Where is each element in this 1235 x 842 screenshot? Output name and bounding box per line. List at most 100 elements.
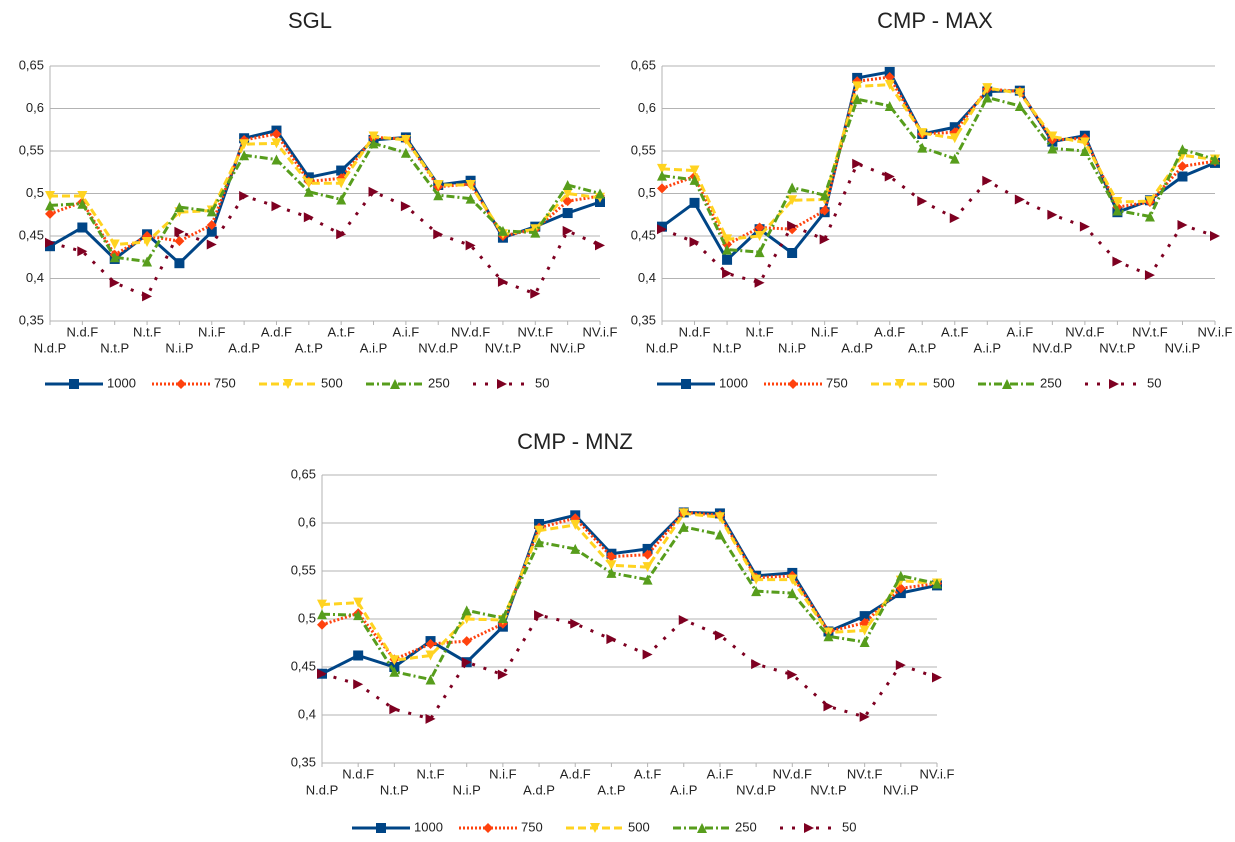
x-tick-label: A.d.P xyxy=(228,340,260,355)
data-point xyxy=(1144,270,1155,281)
data-point xyxy=(606,634,617,645)
data-point xyxy=(754,231,765,241)
data-point xyxy=(754,247,765,258)
data-point xyxy=(77,222,88,233)
data-point xyxy=(657,183,667,194)
data-point xyxy=(714,512,725,523)
x-tick-label: N.i.P xyxy=(165,340,193,355)
data-point xyxy=(570,519,581,530)
data-point xyxy=(45,191,55,202)
data-point xyxy=(982,92,993,103)
x-tick-label: NV.t.P xyxy=(810,782,846,797)
data-point xyxy=(1014,194,1025,205)
data-point xyxy=(722,268,733,279)
data-point xyxy=(400,201,411,212)
data-point xyxy=(109,252,120,263)
data-point xyxy=(433,180,444,190)
legend-marker xyxy=(497,379,507,389)
y-tick-label: 0,45 xyxy=(291,658,316,673)
chart-title: SGL xyxy=(288,8,332,33)
data-point xyxy=(1144,196,1155,207)
legend-marker xyxy=(376,823,386,833)
data-point xyxy=(932,578,942,589)
legend-label: 50 xyxy=(842,819,856,834)
y-tick-label: 0,45 xyxy=(631,227,656,242)
y-tick-label: 0,55 xyxy=(19,142,44,157)
data-point xyxy=(368,131,379,142)
data-point xyxy=(239,139,250,150)
data-point xyxy=(353,679,364,690)
data-point xyxy=(859,625,870,636)
legend-label: 1000 xyxy=(719,375,748,390)
y-tick-label: 0,4 xyxy=(638,270,656,285)
x-tick-label: N.t.F xyxy=(416,766,444,781)
data-point xyxy=(1047,209,1058,220)
data-point xyxy=(689,174,700,185)
series-line xyxy=(321,525,938,682)
x-tick-label: NV.i.F xyxy=(920,766,955,781)
data-point xyxy=(823,631,834,642)
legend-label: 500 xyxy=(628,819,650,834)
y-tick-label: 0,5 xyxy=(638,185,656,200)
data-point xyxy=(642,562,653,573)
y-tick-label: 0,5 xyxy=(26,185,44,200)
series-line xyxy=(49,132,601,257)
data-point xyxy=(852,94,863,105)
data-point xyxy=(884,66,895,77)
data-point xyxy=(982,83,993,94)
data-point xyxy=(336,165,347,176)
data-point xyxy=(530,227,541,238)
chart-title: CMP - MNZ xyxy=(517,429,633,454)
y-tick-label: 0,55 xyxy=(631,142,656,157)
data-point xyxy=(45,241,55,252)
data-point xyxy=(722,254,733,265)
x-tick-label: NV.i.F xyxy=(1198,324,1233,339)
data-point xyxy=(678,508,689,519)
x-tick-label: NV.d.F xyxy=(451,324,490,339)
data-point xyxy=(949,213,960,224)
data-point xyxy=(657,224,667,235)
data-point xyxy=(562,196,573,207)
data-point xyxy=(461,605,472,616)
legend-marker xyxy=(69,379,79,389)
y-tick-label: 0,4 xyxy=(298,706,316,721)
data-point xyxy=(534,537,545,548)
x-tick-label: NV.t.F xyxy=(517,324,553,339)
data-point xyxy=(45,200,55,211)
data-point xyxy=(336,178,347,189)
y-tick-label: 0,35 xyxy=(631,312,656,327)
data-point xyxy=(895,570,906,581)
data-point xyxy=(819,205,830,216)
x-tick-label: NV.t.F xyxy=(1132,324,1168,339)
legend-label: 250 xyxy=(1040,375,1062,390)
y-tick-label: 0,45 xyxy=(19,227,44,242)
data-point xyxy=(562,208,573,219)
data-point xyxy=(722,244,733,255)
data-point xyxy=(77,246,88,257)
x-tick-label: N.t.F xyxy=(133,324,161,339)
data-point xyxy=(595,188,605,199)
y-tick-label: 0,65 xyxy=(19,57,44,72)
legend-marker xyxy=(390,379,400,389)
x-tick-label: NV.t.P xyxy=(1099,340,1135,355)
y-tick-label: 0,65 xyxy=(291,466,316,481)
data-point xyxy=(497,613,508,624)
x-tick-label: A.t.P xyxy=(295,340,323,355)
x-tick-label: N.d.F xyxy=(66,324,98,339)
legend-marker xyxy=(788,379,798,389)
x-tick-label: N.i.F xyxy=(811,324,839,339)
data-point xyxy=(657,170,667,181)
x-tick-label: A.t.P xyxy=(597,782,625,797)
data-point xyxy=(303,212,314,223)
data-point xyxy=(852,81,863,92)
x-tick-label: NV.t.P xyxy=(485,340,521,355)
x-tick-label: N.t.F xyxy=(746,324,774,339)
data-point xyxy=(1177,161,1188,172)
data-point xyxy=(425,638,436,649)
data-point xyxy=(353,650,364,661)
x-tick-label: NV.i.P xyxy=(1165,340,1201,355)
x-tick-label: A.t.F xyxy=(941,324,969,339)
data-point xyxy=(917,142,928,153)
x-tick-label: A.d.F xyxy=(261,324,292,339)
